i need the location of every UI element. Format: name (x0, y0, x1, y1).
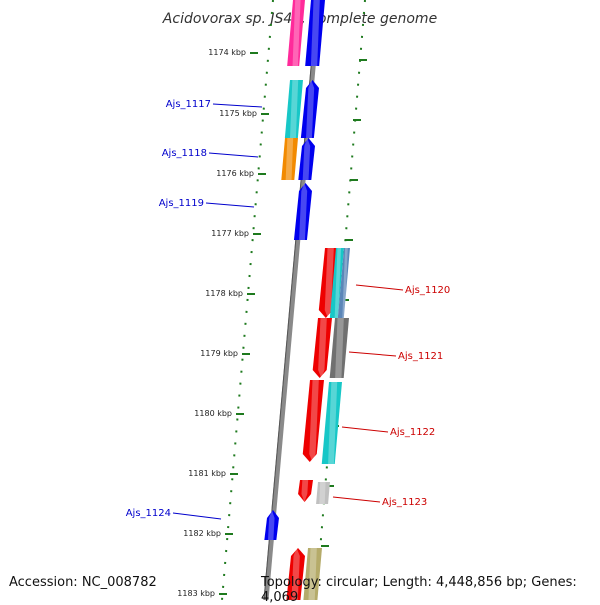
gene-leader-line (205, 202, 255, 208)
gene-label[interactable]: Ajs_1124 (126, 508, 171, 519)
gene-arrow-highlight (301, 480, 309, 502)
gene-block (337, 248, 350, 318)
gene-features (264, 0, 350, 600)
kbp-label: 1182 kbp (183, 529, 221, 538)
gene-label[interactable]: Ajs_1119 (159, 198, 204, 209)
kbp-label: 1179 kbp (200, 349, 238, 358)
kbp-label: 1183 kbp (177, 589, 215, 598)
gene-arrow (293, 183, 312, 240)
gene-arrow (302, 380, 324, 462)
gene-block-highlight (308, 548, 317, 600)
kbp-label: 1177 kbp (211, 229, 249, 238)
gene-block-highlight (292, 0, 301, 66)
gene-block-highlight (285, 138, 294, 180)
gene-arrow-highlight (318, 318, 327, 378)
gene-block-highlight (334, 248, 342, 318)
gene-arrow-highlight (267, 510, 275, 540)
gene-arrow-highlight (306, 80, 315, 138)
gene-leader-line (348, 351, 397, 357)
gene-arrow-highlight (291, 548, 300, 600)
gene-arrow (298, 138, 315, 180)
gene-block-highlight (335, 318, 344, 378)
gene-block (305, 0, 325, 66)
gene-arrow-highlight (309, 380, 319, 462)
genome-stats-text: Topology: circular; Length: 4,448,856 bp… (261, 575, 577, 605)
gene-arrow (286, 548, 305, 600)
gene-block-highlight (328, 382, 338, 464)
gene-block (303, 548, 322, 600)
gene-labels: Ajs_1117 Ajs_1118 Ajs_1119 Ajs_1124 Ajs_1120… (126, 99, 450, 520)
kbp-label: 1180 kbp (194, 409, 232, 418)
gene-block-highlight (342, 248, 348, 318)
gene-label[interactable]: Ajs_1123 (382, 497, 427, 508)
gene-block (284, 80, 303, 138)
gene-leader-line (172, 512, 222, 520)
gene-block-highlight (290, 80, 299, 138)
gene-block (316, 482, 330, 504)
gene-label[interactable]: Ajs_1121 (398, 351, 443, 362)
gene-arrow-highlight (299, 183, 308, 240)
kbp-label: 1175 kbp (219, 109, 257, 118)
gene-leader-line (212, 103, 263, 108)
gene-leader-line (332, 496, 381, 503)
kbp-label: 1178 kbp (205, 289, 243, 298)
gene-block (329, 248, 344, 318)
gene-arrow-highlight (302, 138, 311, 180)
gene-block (321, 382, 342, 464)
gene-arrow (318, 248, 339, 318)
gene-leader-line (208, 152, 259, 158)
gene-arrow (264, 510, 279, 540)
gene-leader-line (341, 426, 389, 433)
gene-label[interactable]: Ajs_1120 (405, 285, 450, 296)
accession-text: Accession: NC_008782 (9, 575, 157, 590)
kbp-label: 1181 kbp (188, 469, 226, 478)
gene-block (281, 138, 298, 180)
gene-leader-line (355, 284, 404, 291)
gene-arrow (300, 80, 319, 138)
kbp-label: 1174 kbp (208, 48, 246, 57)
gene-label[interactable]: Ajs_1117 (166, 99, 211, 110)
gene-arrow-highlight (324, 248, 334, 318)
kbp-label: 1176 kbp (216, 169, 254, 178)
gene-arrow (312, 318, 332, 378)
gene-block (287, 0, 305, 66)
gene-label[interactable]: Ajs_1118 (162, 148, 207, 159)
gene-block-highlight (310, 0, 320, 66)
gene-arrow (298, 480, 313, 502)
gene-label[interactable]: Ajs_1122 (390, 427, 435, 438)
gene-block-highlight (319, 482, 326, 504)
left-tick-track (221, 0, 274, 600)
gene-block (329, 318, 349, 378)
